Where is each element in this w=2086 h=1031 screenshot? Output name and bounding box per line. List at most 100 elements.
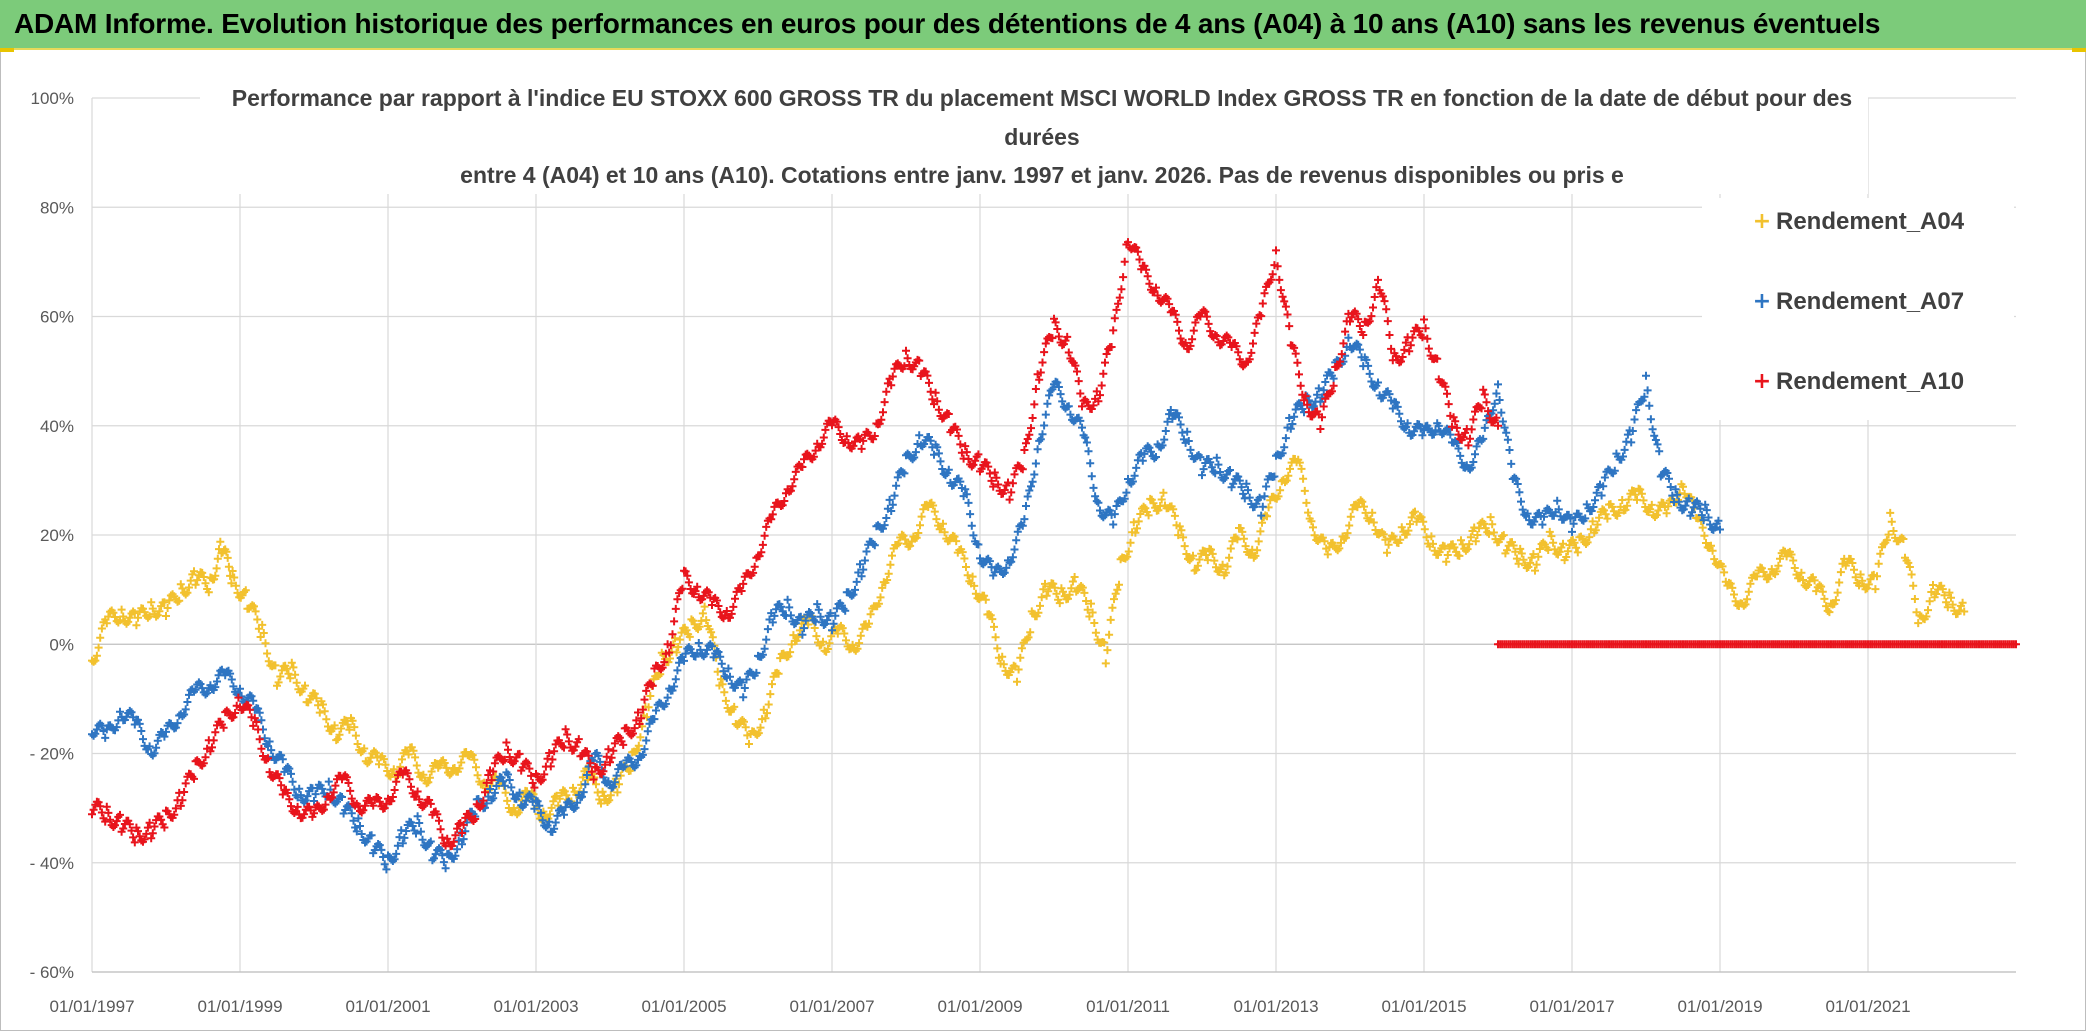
data-point <box>1301 392 1310 401</box>
data-point <box>1148 288 1157 297</box>
data-point <box>956 440 965 449</box>
data-point <box>250 714 259 723</box>
data-point <box>1469 415 1478 424</box>
data-point <box>1274 492 1283 501</box>
data-point <box>1403 419 1412 428</box>
data-point <box>906 541 915 550</box>
data-point <box>1517 549 1526 558</box>
data-point <box>1610 466 1619 475</box>
data-point <box>1716 525 1724 534</box>
data-point <box>416 827 425 836</box>
data-point <box>853 644 862 653</box>
data-point <box>178 796 187 805</box>
data-point <box>489 767 498 776</box>
data-point <box>1018 465 1027 474</box>
data-point <box>1851 573 1860 582</box>
data-point <box>1055 599 1064 608</box>
data-point <box>1025 486 1034 495</box>
data-point <box>1186 341 1195 350</box>
data-point <box>1293 358 1302 367</box>
data-point <box>1013 677 1021 686</box>
data-point <box>801 616 810 625</box>
data-point <box>971 456 980 465</box>
data-point <box>1214 460 1223 469</box>
data-point <box>601 760 610 769</box>
x-tick-label: 01/01/2001 <box>345 997 430 1016</box>
data-point <box>712 596 721 605</box>
data-point <box>914 529 923 537</box>
data-point <box>507 783 516 792</box>
data-point <box>486 785 494 793</box>
data-point <box>982 458 991 467</box>
data-point <box>1443 389 1451 398</box>
data-point <box>1820 594 1829 603</box>
data-point <box>345 725 354 734</box>
data-point <box>1052 589 1061 598</box>
data-point <box>1354 315 1363 324</box>
data-point <box>634 741 643 750</box>
data-point <box>545 749 554 757</box>
data-point <box>1028 477 1037 486</box>
data-point <box>903 354 912 363</box>
data-point <box>852 577 861 586</box>
data-point <box>564 737 573 746</box>
data-point <box>125 613 134 622</box>
data-point <box>1665 474 1673 483</box>
data-point <box>354 814 363 823</box>
data-point <box>1276 286 1285 295</box>
data-point <box>1237 483 1246 492</box>
y-tick-label: - 40% <box>30 854 74 873</box>
data-point <box>153 736 162 745</box>
data-point <box>1899 535 1908 543</box>
data-point <box>642 686 651 695</box>
data-point <box>1258 518 1266 527</box>
data-point <box>563 730 572 739</box>
data-point <box>1418 333 1427 342</box>
data-point <box>631 747 640 756</box>
data-point <box>673 666 682 675</box>
y-tick-label: 100% <box>31 89 74 108</box>
data-point <box>538 775 547 784</box>
data-point <box>888 372 897 381</box>
data-point <box>1524 563 1533 571</box>
data-point <box>788 482 797 491</box>
data-point <box>1063 332 1072 341</box>
data-point <box>1440 542 1449 551</box>
data-point <box>879 408 887 417</box>
data-point <box>1159 488 1168 497</box>
data-point <box>1234 472 1243 481</box>
data-point <box>1337 350 1346 359</box>
data-point <box>627 758 636 766</box>
data-point <box>176 801 185 810</box>
data-point <box>1767 565 1776 574</box>
data-point <box>1673 490 1682 499</box>
data-point <box>831 611 840 620</box>
data-point <box>384 851 392 860</box>
data-point <box>893 541 901 549</box>
data-point <box>1023 492 1032 501</box>
data-point <box>887 381 896 390</box>
data-point <box>1459 433 1468 442</box>
legend-item-a10: + Rendement_A10 <box>1753 368 1964 395</box>
data-point <box>447 769 456 778</box>
data-point <box>1415 327 1424 336</box>
data-point <box>920 440 929 448</box>
data-point <box>931 388 940 397</box>
data-point <box>819 433 828 442</box>
data-point <box>319 700 327 709</box>
data-point <box>1689 503 1698 512</box>
data-point <box>800 624 808 633</box>
data-point <box>1226 466 1234 474</box>
data-point <box>1515 488 1524 497</box>
data-point <box>963 571 972 580</box>
data-point <box>365 757 374 766</box>
data-point <box>1049 579 1058 588</box>
data-point <box>691 587 700 596</box>
data-point <box>1518 505 1527 514</box>
data-point <box>587 767 596 776</box>
data-point <box>392 849 401 858</box>
data-point <box>548 755 557 764</box>
x-tick-label: 01/01/2017 <box>1529 997 1614 1016</box>
data-point <box>750 562 759 571</box>
data-point <box>1588 517 1597 526</box>
